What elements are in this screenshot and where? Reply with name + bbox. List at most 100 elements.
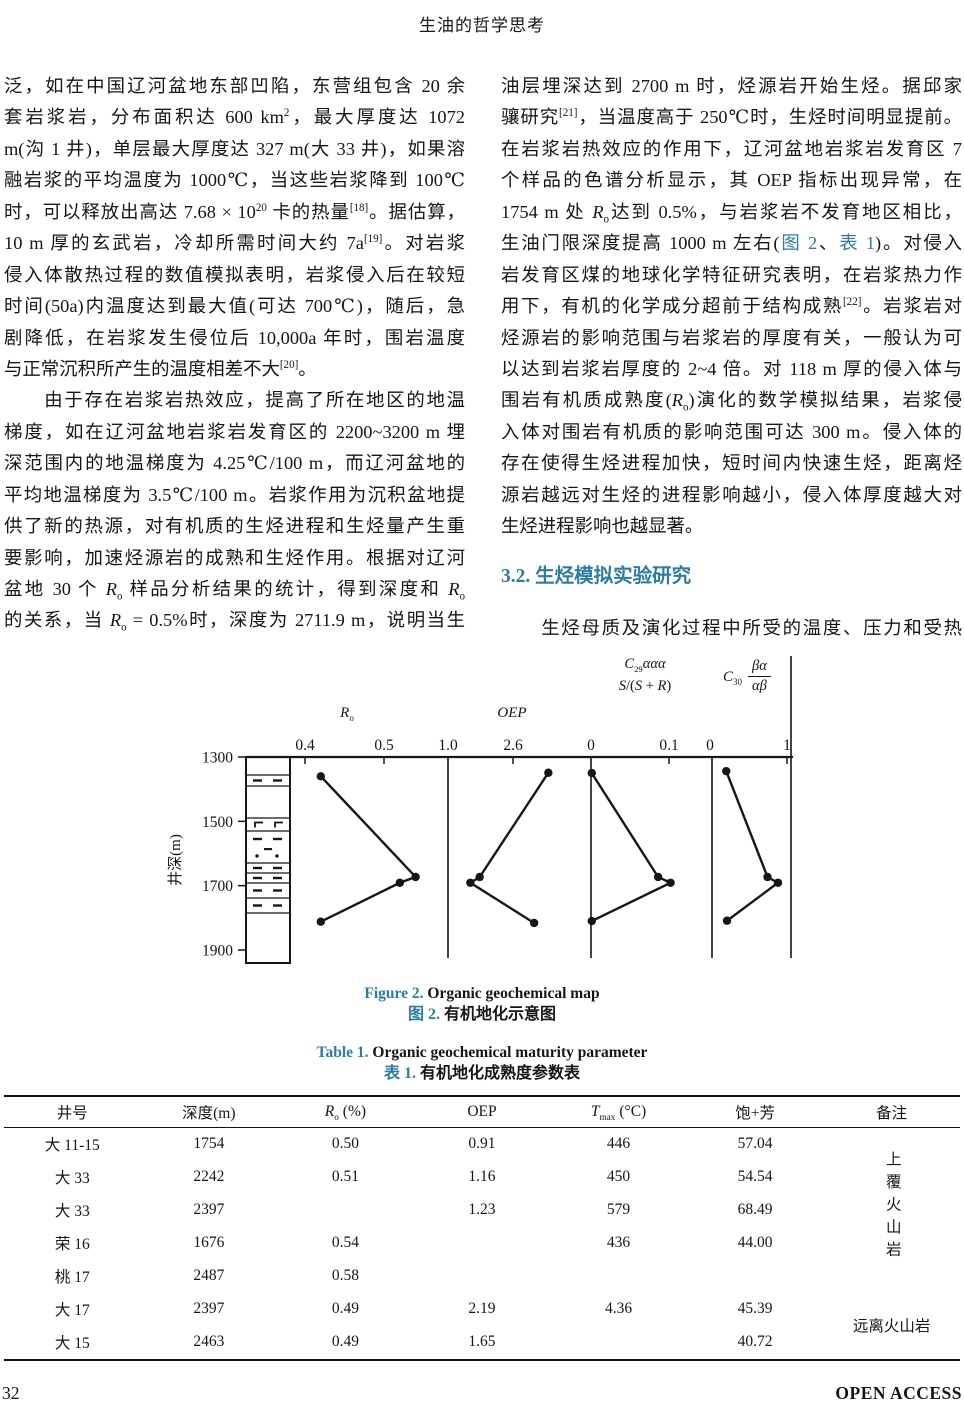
table-cell: 1676 (193, 1233, 225, 1251)
left-text-column: 泛，如在中国辽河盆地东部凹陷，东营组包含 20 余套岩浆岩，分布面积达 600 … (4, 71, 465, 637)
text-line: 岩发育区煤的地球化学特征研究表明，在岩浆热力作 (501, 264, 962, 285)
table-cell: 40.72 (737, 1332, 773, 1350)
table-cell: 0.50 (331, 1134, 359, 1152)
column-header: 饱+芳 (735, 1105, 775, 1122)
table-row: 大 33 2242 0.51 1.16 450 54.54 (4, 1160, 960, 1193)
section-heading: 3.2. 生烃模拟实验研究 (501, 565, 692, 587)
text-line: 时间(50a)内温度达到最大值(可达 700℃)，随后，急 (4, 296, 465, 317)
table-cell: 1754 (193, 1134, 225, 1152)
axis-tick-label: 1 (783, 737, 791, 754)
axis-tick-label: 0.4 (295, 737, 315, 754)
table-cell: 450 (606, 1167, 631, 1185)
table-cell: 0.49 (331, 1332, 359, 1350)
text-line: 深范围内的地温梯度为 4.25℃/100 m，而辽河盆地的 (4, 453, 465, 474)
text-line: 源岩越远对生烃的进程影响越小，侵入体厚度越大对 (501, 484, 962, 505)
table-cell (414, 1226, 551, 1259)
text-line: 个样品的色谱分析显示，其 OEP 指标出现异常，在 (501, 170, 962, 191)
text-link[interactable]: 图 2 (779, 233, 818, 254)
chart-point (316, 917, 325, 926)
page-title: 生油的哲学思考 (419, 16, 545, 35)
geochemical-chart-svg: 1300 1500 1700 1900 0.4 0.5 1.0 2.6 0 0.1 0 1 (202, 656, 793, 964)
figure-caption-zh-text: 有机地化示意图 (444, 1006, 557, 1023)
table-row: 大 17 2397 0.49 2.19 4.36 45.39 远离火山岩 (4, 1292, 960, 1336)
chart-point (395, 878, 404, 887)
text-line: 泛，如在中国辽河盆地东部凹陷，东营组包含 20 余 (4, 76, 465, 96)
text-line: 烃源岩的影响范围与岩浆岩的厚度有关，一般认为可 (501, 327, 962, 348)
table-top-rule (4, 1095, 960, 1097)
fraction-denominator: αβ (752, 678, 767, 694)
fraction-numerator: βα (748, 658, 771, 677)
text-line: 的关系，当 Ro = 0.5%时，深度为 2711.9 m，说明当生 (4, 610, 465, 635)
table-cell: 2397 (193, 1200, 225, 1218)
table-cell: 2397 (193, 1299, 225, 1317)
panel-label-oep: OEP (497, 705, 527, 721)
text-line: 时，可以释放出高达 7.68 × 1020 卡的热量[18]。据估算， (4, 201, 465, 222)
depth-axis-label: 井深(m) (168, 834, 184, 886)
table-cell: 579 (606, 1200, 631, 1218)
text-line: 套岩浆岩，分布面积达 600 km2，最大厚度达 1072 (4, 107, 465, 128)
table-cell: 2463 (193, 1332, 225, 1350)
open-access-label: OPEN ACCESS (835, 1383, 962, 1403)
chart-point (653, 872, 663, 882)
table-cell: 大 17 (54, 1301, 90, 1319)
text-line: 梯度，如在辽河盆地岩浆岩发育区的 2200~3200 m 埋 (4, 421, 465, 442)
table-row: 大 11-15 1754 0.50 0.91 446 57.04 上覆火山岩 (4, 1127, 960, 1264)
text-line: 生油门限深度提高 1000 m 左右(图 2、表 1)。对侵入 (501, 233, 962, 254)
text-line: 存在使得生烃进程加快，短时间内快速生烃，距离烃 (501, 453, 962, 474)
text-line: 油层埋深达到 2700 m 时，烃源岩开始生烃。据邱家 (501, 76, 962, 96)
text-line: 入体对围岩有机质的影响范围可达 300 m。侵入体的 (501, 421, 962, 442)
text-line: 生烃进程影响也越显著。 (501, 516, 704, 537)
table-cell: 2.19 (468, 1299, 496, 1317)
panel-label-ro: Ro (340, 705, 354, 723)
maturity-table: 井号 深度(m) Ro (%) OEP Tmax (°C) 饱+芳 备注 大 11-15 17… (4, 1097, 960, 1358)
chart-point (763, 872, 772, 882)
table-cell (277, 1193, 414, 1226)
table-bottom-rule (4, 1359, 960, 1361)
table-caption-label: Table 1. (316, 1044, 369, 1061)
chart-series-C30 (725, 770, 781, 922)
chart-point (544, 768, 553, 777)
table-cell: 4.36 (604, 1299, 633, 1317)
axis-tick-label: 0.1 (659, 737, 678, 754)
right-column-text-after: 生烃母质及演化过程中所受的温度、压力和受热 (501, 613, 962, 644)
chart-point (722, 766, 731, 776)
table-cell: 54.54 (737, 1167, 773, 1185)
text-line: 用下，有机的化学成分超前于结构成熟[22]。岩浆岩对 (501, 295, 962, 317)
table-cell: 0.51 (331, 1167, 359, 1185)
text-line: 生烃母质及演化过程中所受的温度、压力和受热 (501, 617, 962, 638)
figure-caption-label: Figure 2. (364, 985, 424, 1002)
table-caption-zh-label: 表 1. (383, 1065, 416, 1082)
table-cell: 44.00 (737, 1233, 773, 1251)
axis-tick-label: 2.6 (503, 737, 523, 754)
axis-tick-label: 1300 (202, 750, 233, 767)
text-line: 剧降低，在岩浆发生侵位后 10,000a 年时，围岩温度 (4, 327, 465, 348)
text-line: 以达到岩浆岩厚度的 2~4 倍。对 118 m 厚的侵入体与 (501, 358, 962, 379)
table-cell: 荣 16 (54, 1235, 90, 1253)
table-cell: 57.04 (737, 1134, 773, 1152)
table-cell: 2487 (193, 1266, 225, 1284)
chart-point (411, 872, 420, 882)
text-line: 平均地温梯度为 3.5℃/100 m。岩浆作用为沉积盆地提 (4, 484, 465, 505)
axis-tick-label: 1500 (202, 814, 233, 831)
table-header-rule (4, 1127, 960, 1129)
text-link[interactable]: 表 1 (839, 233, 876, 254)
c29-formula-line1: C29ααα (624, 656, 666, 674)
table-cell (550, 1259, 687, 1292)
table-cell: 大 33 (54, 1169, 90, 1187)
c30-fraction: βα αβ (748, 658, 771, 695)
text-line: 在岩浆岩热效应的作用下，辽河盆地岩浆岩发育区 7 (501, 138, 962, 159)
text-line: 供了新的热源，对有机质的生烃进程和生烃量产生重 (4, 516, 465, 537)
column-header: Tmax (°C) (590, 1103, 647, 1124)
column-header: OEP (467, 1103, 497, 1120)
chart-point (529, 918, 539, 928)
lithology-column (245, 756, 291, 964)
right-column-text: 油层埋深达到 2700 m 时，烃源岩开始生烃。据邱家 骧研究[21]，当温度高于… (501, 71, 962, 543)
figure-caption-zh: 图 2. 有机地化示意图 (0, 1005, 964, 1025)
table-cell: 桃 17 (54, 1268, 90, 1286)
table-cell: 1.65 (468, 1332, 496, 1350)
table-cell: 436 (606, 1233, 631, 1251)
table-row: 荣 16 1676 0.54 436 44.00 (4, 1226, 960, 1259)
panel-label-c29: C29ααα S/(S + R) (593, 653, 697, 697)
axis-tick-label: 0 (706, 737, 714, 754)
table-cell: 0.58 (331, 1266, 359, 1284)
